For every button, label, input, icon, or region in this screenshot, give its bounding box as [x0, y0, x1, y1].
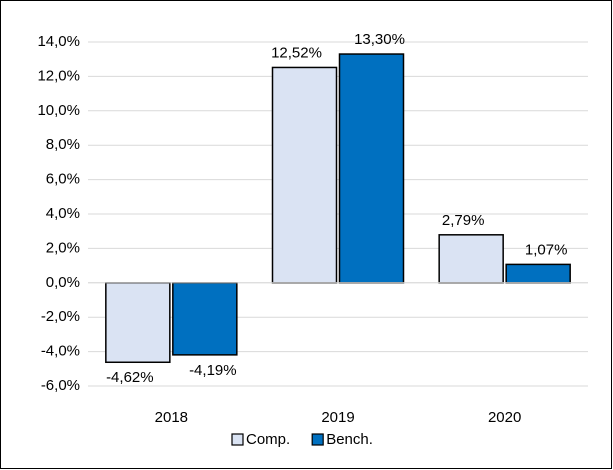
y-tick-label: 8,0% — [46, 136, 80, 153]
value-label: 2,79% — [442, 212, 485, 229]
legend-label: Comp. — [246, 431, 290, 448]
y-tick-label: -2,0% — [41, 308, 80, 325]
bar — [105, 282, 171, 364]
legend-label: Bench. — [326, 431, 373, 448]
value-label: 1,07% — [525, 241, 568, 258]
x-tick-label: 2018 — [155, 409, 188, 426]
y-tick-label: 4,0% — [46, 205, 80, 222]
x-tick-label: 2020 — [488, 409, 521, 426]
value-label: -4,62% — [106, 369, 154, 386]
y-tick-label: 14,0% — [37, 33, 80, 50]
y-tick-label: -4,0% — [41, 343, 80, 360]
bar — [505, 263, 571, 284]
value-label: 13,30% — [354, 31, 405, 48]
y-tick-label: 0,0% — [46, 274, 80, 291]
value-label: 12,52% — [271, 44, 322, 61]
bar — [438, 234, 504, 284]
y-tick-label: 2,0% — [46, 239, 80, 256]
y-tick-label: -6,0% — [41, 377, 80, 394]
y-tick-label: 10,0% — [37, 102, 80, 119]
y-tick-label: 6,0% — [46, 171, 80, 188]
bar — [338, 53, 405, 284]
bar — [172, 282, 238, 356]
x-tick-label: 2019 — [321, 409, 354, 426]
legend-swatch — [231, 433, 244, 446]
bar — [271, 66, 338, 284]
value-label: -4,19% — [189, 362, 237, 379]
legend-swatch — [311, 433, 324, 446]
y-tick-label: 12,0% — [37, 67, 80, 84]
